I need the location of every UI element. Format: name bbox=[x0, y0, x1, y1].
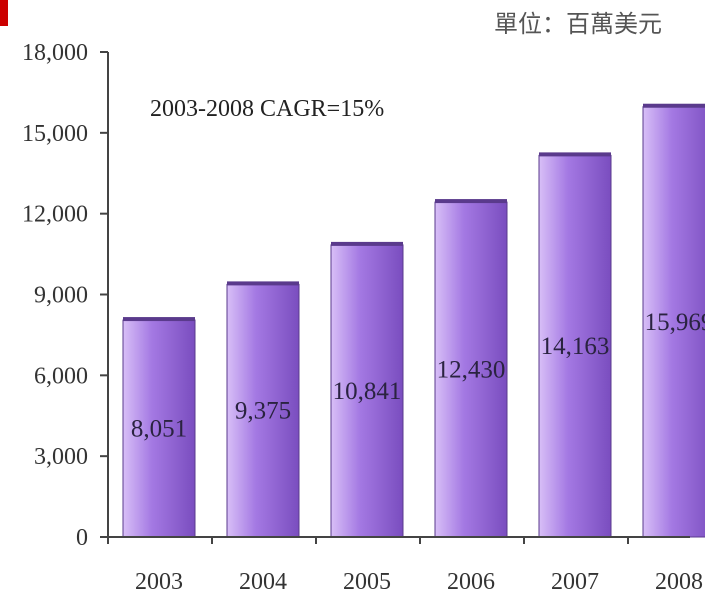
x-axis: 2003 2004 2005 2006 2007 2008 bbox=[107, 536, 703, 595]
bar-top-edge bbox=[435, 199, 507, 204]
y-tick-label: 18,000 bbox=[22, 40, 88, 66]
data-label: 8,051 bbox=[131, 416, 187, 443]
bar-top-edge bbox=[123, 317, 195, 322]
x-tick-label: 2003 bbox=[135, 569, 183, 595]
x-tick-label: 2005 bbox=[343, 569, 391, 595]
y-tick-label: 9,000 bbox=[34, 283, 88, 309]
y-tick-label: 6,000 bbox=[34, 363, 88, 389]
data-label: 9,375 bbox=[235, 398, 291, 425]
cagr-annotation: 2003-2008 CAGR=15% bbox=[150, 96, 384, 122]
bars: 8,051 9,375 10,841 12,430 14,163 15,969 bbox=[122, 103, 705, 538]
bar-top-edge bbox=[539, 152, 611, 157]
y-tick-label: 3,000 bbox=[34, 444, 88, 470]
x-tick-label: 2006 bbox=[447, 569, 495, 595]
y-tick-label: 0 bbox=[76, 525, 88, 551]
x-tick-label: 2007 bbox=[551, 569, 599, 595]
data-label: 14,163 bbox=[541, 333, 610, 360]
y-tick-label: 12,000 bbox=[22, 202, 88, 228]
y-tick-label: 15,000 bbox=[22, 121, 88, 147]
x-tick-label: 2004 bbox=[239, 569, 287, 595]
data-label: 15,969 bbox=[645, 309, 705, 336]
x-tick-label: 2008 bbox=[655, 569, 703, 595]
bar bbox=[538, 154, 612, 538]
bar-top-edge bbox=[643, 103, 705, 108]
data-label: 12,430 bbox=[437, 357, 506, 384]
y-axis: 0 3,000 6,000 9,000 12,000 15,000 18,000 bbox=[22, 40, 109, 551]
data-label: 10,841 bbox=[333, 378, 402, 405]
bar bbox=[226, 283, 300, 538]
bar bbox=[434, 201, 508, 538]
bar-top-edge bbox=[331, 241, 403, 246]
bar bbox=[330, 244, 404, 538]
corner-mark bbox=[0, 0, 8, 26]
bar-top-edge bbox=[227, 281, 299, 286]
unit-label: 單位：百萬美元 bbox=[494, 11, 662, 38]
